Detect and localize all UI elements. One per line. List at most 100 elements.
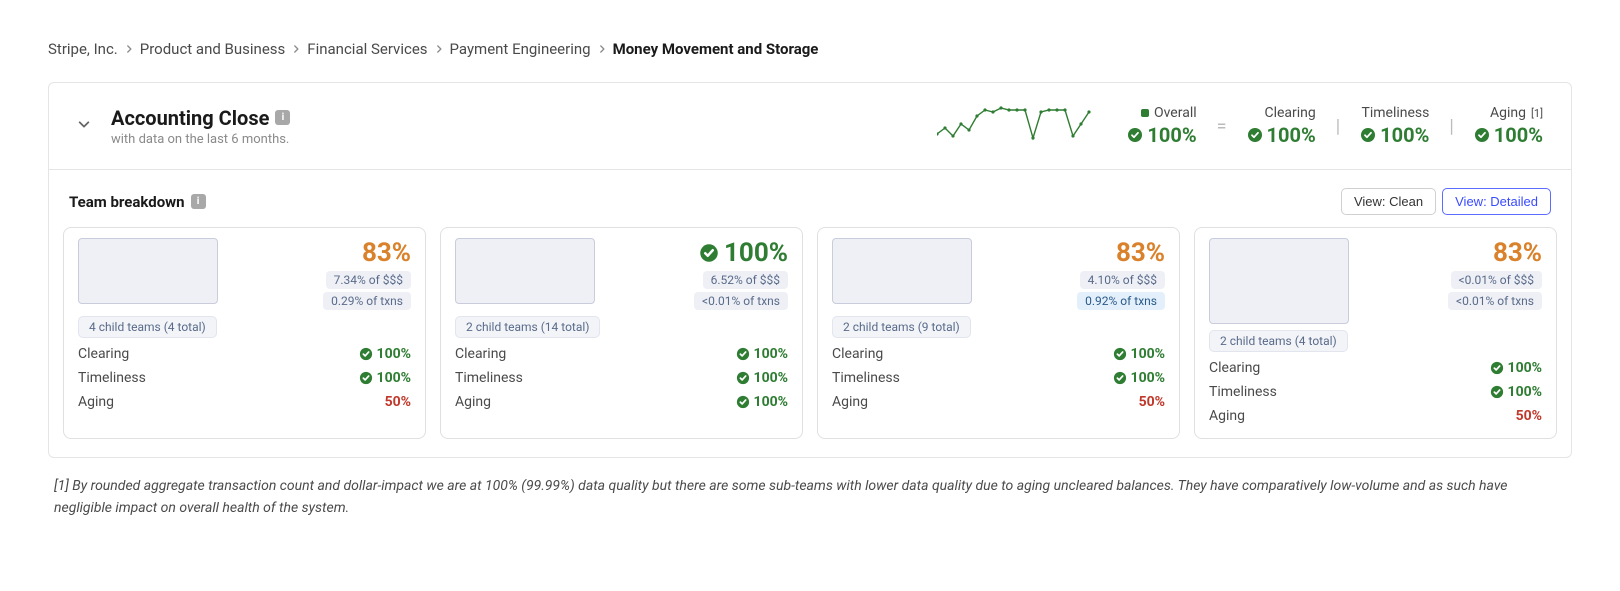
metric-overall-value: 100% <box>1147 123 1196 147</box>
check-circle-icon <box>359 371 373 385</box>
team-score: 83% <box>362 238 411 268</box>
sparkline-chart <box>937 106 1097 146</box>
card-metric-row: Aging 50% <box>1209 408 1542 424</box>
metric-overall: Overall 100% <box>1127 105 1196 147</box>
team-thumbnail <box>78 238 218 304</box>
child-teams-badge[interactable]: 2 child teams (14 total) <box>455 316 600 338</box>
card-metric-value: 50% <box>385 394 411 410</box>
check-circle-icon <box>1113 347 1127 361</box>
breadcrumb-item[interactable]: Payment Engineering <box>450 40 591 58</box>
card-metric-row: Aging50% <box>832 394 1165 410</box>
card-metric-row: Timeliness 100% <box>78 370 411 386</box>
metric-separator: | <box>1447 116 1455 137</box>
card-metric-row: Clearing 100% <box>1209 360 1542 376</box>
card-metric-row: Aging100% <box>455 394 788 410</box>
check-circle-icon <box>699 243 719 263</box>
card-metric-row: Timeliness100% <box>832 370 1165 386</box>
overall-swatch-icon <box>1141 109 1149 117</box>
card-metric-value: 50% <box>1516 408 1542 424</box>
info-icon[interactable]: i <box>275 110 290 125</box>
card-metric-row: Clearing 100% <box>78 346 411 362</box>
card-metric-value: 100% <box>1490 360 1542 376</box>
metric-value: 100% <box>1247 123 1316 147</box>
breadcrumb-item[interactable]: Stripe, Inc. <box>48 40 118 58</box>
txn-pill: 0.92% of txns <box>1077 292 1165 310</box>
summary-subtitle: with data on the last 6 months. <box>111 132 290 147</box>
summary-row: Accounting Close i with data on the last… <box>49 83 1571 170</box>
card-metric-label: Aging <box>1209 408 1245 424</box>
card-metric-label: Aging <box>78 394 114 410</box>
breakdown-header: Team breakdown i View: Clean View: Detai… <box>49 170 1571 227</box>
check-circle-icon <box>1113 371 1127 385</box>
dollar-pill: 6.52% of $$$ <box>703 271 788 289</box>
main-panel: Accounting Close i with data on the last… <box>48 82 1572 458</box>
metric-col: Clearing 100% <box>1247 105 1316 147</box>
breadcrumb-item[interactable]: Financial Services <box>307 40 427 58</box>
view-toggle: View: Clean View: Detailed <box>1341 188 1551 215</box>
expand-chevron-icon[interactable] <box>77 117 91 135</box>
card-metric-value: 100% <box>359 370 411 386</box>
view-clean-button[interactable]: View: Clean <box>1341 188 1436 215</box>
check-circle-icon <box>736 347 750 361</box>
team-card[interactable]: 83%<0.01% of $$$<0.01% of txns2 child te… <box>1194 227 1557 439</box>
breadcrumb: Stripe, Inc. Product and Business Financia… <box>48 40 1572 58</box>
team-cards-row: 83% 7.34% of $$$ 0.29% of txns 4 child team… <box>49 227 1571 457</box>
card-metric-value: 100% <box>1490 384 1542 400</box>
team-card[interactable]: 83%4.10% of $$$0.92% of txns2 child team… <box>817 227 1180 439</box>
metric-col: Aging[1] 100% <box>1474 105 1543 147</box>
metric-separator: | <box>1334 116 1342 137</box>
metric-label: Aging[1] <box>1474 105 1543 121</box>
check-circle-icon <box>1474 127 1490 143</box>
metric-value: 100% <box>1474 123 1543 147</box>
card-metric-label: Clearing <box>1209 360 1260 376</box>
chevron-right-icon <box>291 44 301 54</box>
check-circle-icon <box>1247 127 1263 143</box>
chevron-right-icon <box>597 44 607 54</box>
card-metric-value: 100% <box>359 346 411 362</box>
card-metric-label: Clearing <box>832 346 883 362</box>
breadcrumb-item: Money Movement and Storage <box>613 40 819 58</box>
team-score: 83% <box>1493 238 1542 268</box>
dollar-pill: 7.34% of $$$ <box>326 271 411 289</box>
metric-label: Timeliness <box>1360 105 1429 121</box>
info-icon[interactable]: i <box>191 194 206 209</box>
breadcrumb-item[interactable]: Product and Business <box>140 40 286 58</box>
summary-title: Accounting Close <box>111 106 269 130</box>
card-metric-row: Timeliness100% <box>1209 384 1542 400</box>
team-thumbnail <box>832 238 972 304</box>
card-metric-row: Aging 50% <box>78 394 411 410</box>
check-circle-icon <box>1360 127 1376 143</box>
team-score: 100% <box>699 238 788 268</box>
view-detailed-button[interactable]: View: Detailed <box>1442 188 1551 215</box>
card-metric-value: 100% <box>736 346 788 362</box>
card-metric-row: Timeliness100% <box>455 370 788 386</box>
metric-col: Timeliness100% <box>1360 105 1429 147</box>
chevron-right-icon <box>124 44 134 54</box>
summary-title-block: Accounting Close i with data on the last… <box>111 106 290 147</box>
sparkline-area <box>310 106 1107 146</box>
team-thumbnail <box>455 238 595 304</box>
card-metric-value: 100% <box>1113 346 1165 362</box>
card-metric-value: 100% <box>736 370 788 386</box>
summary-metrics: Overall 100% = Clearing100%|Timeliness10… <box>1127 105 1543 147</box>
card-metric-label: Clearing <box>455 346 506 362</box>
team-score: 83% <box>1116 238 1165 268</box>
metric-label: Clearing <box>1247 105 1316 121</box>
child-teams-badge[interactable]: 2 child teams (9 total) <box>832 316 971 338</box>
check-circle-icon <box>736 395 750 409</box>
card-metric-row: Clearing 100% <box>455 346 788 362</box>
check-circle-icon <box>1127 127 1143 143</box>
check-circle-icon <box>359 347 373 361</box>
check-circle-icon <box>1490 385 1504 399</box>
dollar-pill: <0.01% of $$$ <box>1451 271 1543 289</box>
txn-pill: <0.01% of txns <box>694 292 788 310</box>
team-card[interactable]: 100% 6.52% of $$$ <0.01% of txns 2 child te… <box>440 227 803 439</box>
team-card[interactable]: 83% 7.34% of $$$ 0.29% of txns 4 child team… <box>63 227 426 439</box>
card-metric-label: Clearing <box>78 346 129 362</box>
child-teams-badge[interactable]: 4 child teams (4 total) <box>78 316 217 338</box>
child-teams-badge[interactable]: 2 child teams (4 total) <box>1209 330 1348 352</box>
card-metric-label: Timeliness <box>78 370 146 386</box>
txn-pill: 0.29% of txns <box>323 292 411 310</box>
check-circle-icon <box>1490 361 1504 375</box>
footnote-ref: [1] <box>1531 107 1543 120</box>
